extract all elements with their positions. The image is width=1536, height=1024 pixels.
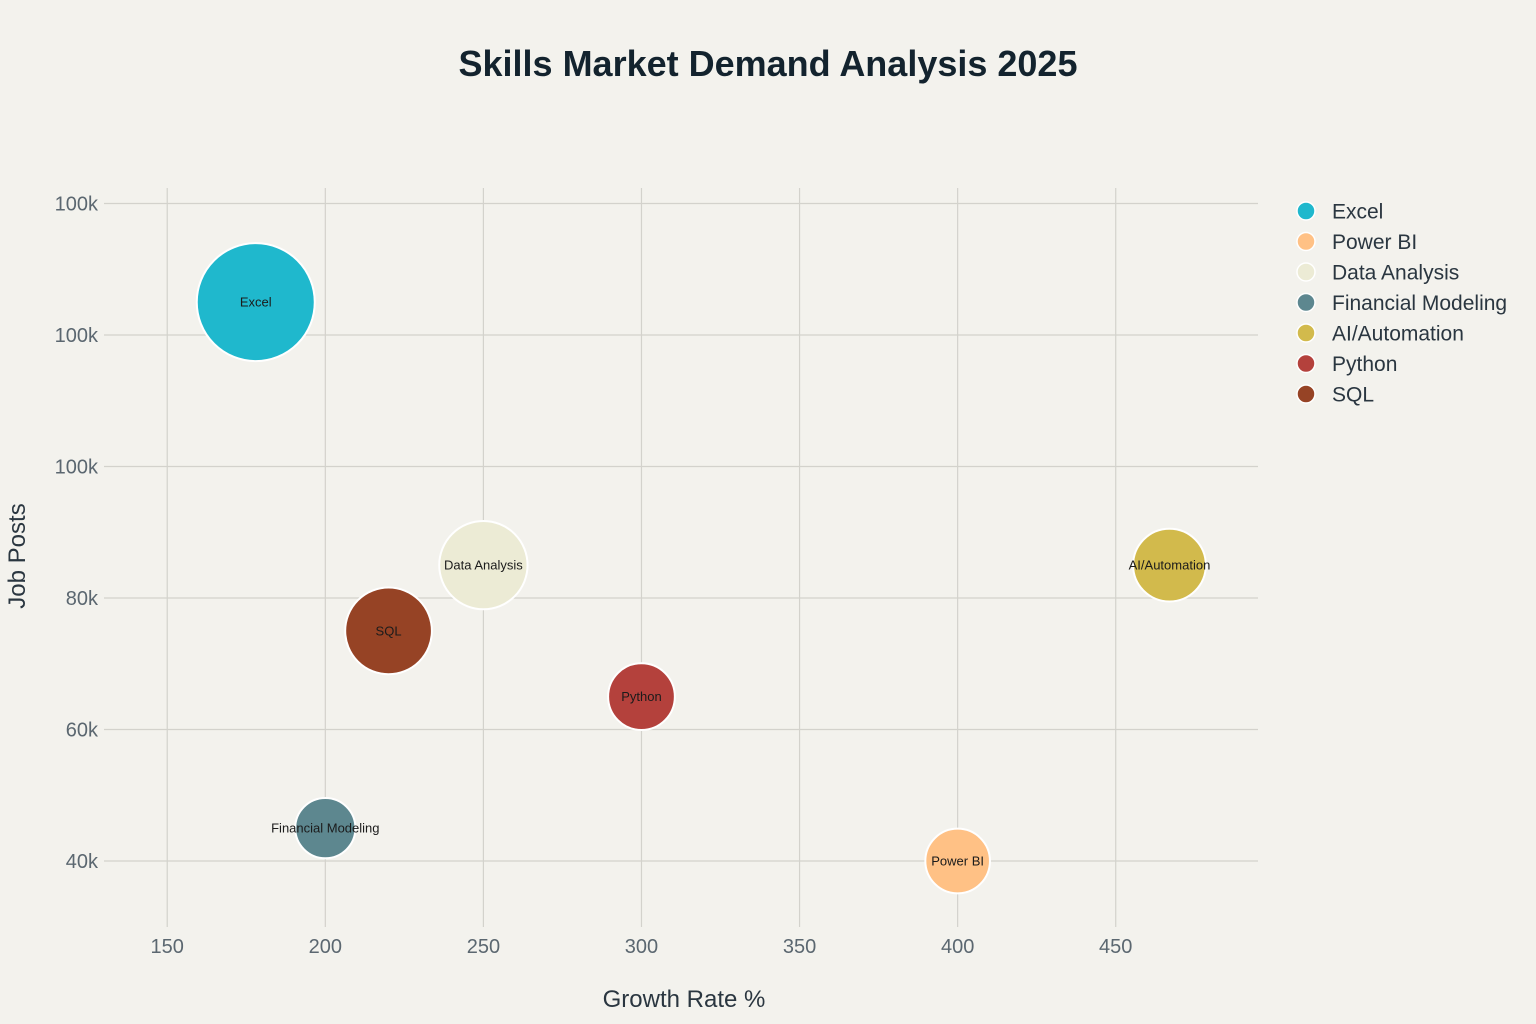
legend-swatch	[1296, 201, 1316, 221]
y-tick-label: 100k	[55, 457, 99, 479]
y-tick-label: 100k	[55, 325, 99, 347]
bubble-excel[interactable]	[195, 242, 316, 363]
legend-label: Python	[1332, 353, 1397, 376]
y-tick-label: 100k	[55, 194, 99, 216]
x-tick-label: 150	[151, 936, 184, 958]
legend-label: Power BI	[1332, 231, 1417, 254]
bubble-financial-modeling[interactable]	[294, 797, 357, 860]
bubble-label-financial-modeling: Financial Modeling	[271, 821, 379, 836]
legend-label: SQL	[1332, 384, 1374, 407]
bubble-layer: Excel Power BI Data Analysis Financial Mode…	[195, 242, 1211, 895]
bubble-label-sql: SQL	[376, 623, 402, 638]
legend-item-ai-automation[interactable]: AI/Automation	[1296, 323, 1464, 346]
bubble-label-ai-automation: AI/Automation	[1129, 558, 1211, 573]
bubble-sql[interactable]	[344, 586, 433, 676]
legend-label: AI/Automation	[1332, 323, 1464, 346]
x-tick-label: 450	[1099, 936, 1132, 958]
y-tick-label: 60k	[66, 720, 99, 742]
legend-label: Excel	[1332, 201, 1383, 224]
bubble-label-python: Python	[621, 689, 661, 704]
bubble-python[interactable]	[607, 662, 676, 732]
bubble-label-excel: Excel	[240, 295, 272, 310]
legend-label: Financial Modeling	[1332, 292, 1507, 315]
bubble-data-analysis[interactable]	[438, 519, 529, 611]
legend-item-data-analysis[interactable]: Data Analysis	[1296, 262, 1459, 285]
x-axis-title: Growth Rate %	[603, 986, 766, 1013]
bubble-power-bi[interactable]	[924, 827, 991, 895]
legend-swatch	[1296, 323, 1316, 343]
y-tick-label: 40k	[66, 851, 99, 873]
tick-layer: 150 200 250 300 350 400 450 40k 60k 80k 100k 100k 10…	[55, 194, 1133, 959]
x-tick-label: 250	[467, 936, 500, 958]
x-tick-label: 350	[783, 936, 816, 958]
x-tick-label: 400	[941, 936, 974, 958]
legend-item-excel[interactable]: Excel	[1296, 201, 1383, 224]
legend-item-financial-modeling[interactable]: Financial Modeling	[1296, 292, 1507, 315]
legend-swatch	[1296, 353, 1316, 374]
x-tick-label: 200	[309, 936, 342, 958]
legend-swatch	[1296, 231, 1316, 252]
legend-swatch	[1296, 262, 1316, 282]
legend-swatch	[1296, 292, 1316, 313]
bubble-label-power-bi: Power BI	[931, 854, 984, 869]
legend-item-power-bi[interactable]: Power BI	[1296, 231, 1417, 254]
y-axis-title: Job Posts	[4, 503, 31, 608]
legend-item-python[interactable]: Python	[1296, 353, 1397, 376]
y-tick-label: 80k	[66, 588, 99, 610]
legend-item-sql[interactable]: SQL	[1296, 384, 1374, 407]
bubble-label-data-analysis: Data Analysis	[444, 558, 523, 573]
chart-title: Skills Market Demand Analysis 2025	[459, 43, 1078, 84]
legend-swatch	[1296, 384, 1316, 404]
legend[interactable]: Excel Power BI Data Analysis Financial Mode…	[1296, 201, 1507, 407]
bubble-ai-automation[interactable]	[1132, 527, 1207, 603]
x-tick-label: 300	[625, 936, 658, 958]
legend-label: Data Analysis	[1332, 262, 1459, 285]
